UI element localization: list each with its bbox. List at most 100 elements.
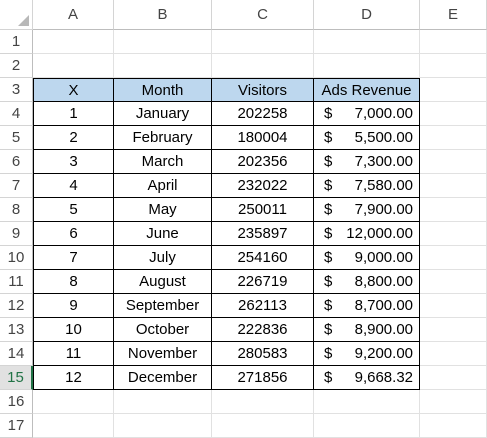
- column-header-c[interactable]: C: [212, 0, 314, 30]
- cell-b17[interactable]: [114, 414, 212, 438]
- row-header-13[interactable]: 13: [0, 318, 33, 342]
- cell-b13[interactable]: October: [114, 318, 212, 342]
- cell-d2[interactable]: [314, 54, 420, 78]
- cell-d5[interactable]: $5,500.00: [314, 126, 420, 150]
- column-header-b[interactable]: B: [114, 0, 212, 30]
- cell-b4[interactable]: January: [114, 102, 212, 126]
- cell-b5[interactable]: February: [114, 126, 212, 150]
- row-header-7[interactable]: 7: [0, 174, 33, 198]
- cell-b7[interactable]: April: [114, 174, 212, 198]
- cell-d6[interactable]: $7,300.00: [314, 150, 420, 174]
- cell-d15[interactable]: $9,668.32: [314, 366, 420, 390]
- cell-d9[interactable]: $12,000.00: [314, 222, 420, 246]
- cell-a2[interactable]: [33, 54, 114, 78]
- row-header-9[interactable]: 9: [0, 222, 33, 246]
- cell-e11[interactable]: [420, 270, 487, 294]
- cell-a4[interactable]: 1: [33, 102, 114, 126]
- cell-c16[interactable]: [212, 390, 314, 414]
- cell-c9[interactable]: 235897: [212, 222, 314, 246]
- cell-b6[interactable]: March: [114, 150, 212, 174]
- cell-e8[interactable]: [420, 198, 487, 222]
- cell-a12[interactable]: 9: [33, 294, 114, 318]
- row-header-10[interactable]: 10: [0, 246, 33, 270]
- cell-e16[interactable]: [420, 390, 487, 414]
- cell-e14[interactable]: [420, 342, 487, 366]
- row-header-2[interactable]: 2: [0, 54, 33, 78]
- cell-b9[interactable]: June: [114, 222, 212, 246]
- cell-c4[interactable]: 202258: [212, 102, 314, 126]
- cell-b11[interactable]: August: [114, 270, 212, 294]
- cell-a5[interactable]: 2: [33, 126, 114, 150]
- select-all-corner[interactable]: [0, 0, 33, 30]
- cell-d11[interactable]: $8,800.00: [314, 270, 420, 294]
- row-header-1[interactable]: 1: [0, 30, 33, 54]
- cell-a7[interactable]: 4: [33, 174, 114, 198]
- row-header-16[interactable]: 16: [0, 390, 33, 414]
- cell-c13[interactable]: 222836: [212, 318, 314, 342]
- cell-e9[interactable]: [420, 222, 487, 246]
- cell-d16[interactable]: [314, 390, 420, 414]
- cell-e7[interactable]: [420, 174, 487, 198]
- column-header-a[interactable]: A: [33, 0, 114, 30]
- row-header-15[interactable]: 15: [0, 366, 33, 390]
- cell-e10[interactable]: [420, 246, 487, 270]
- column-header-e[interactable]: E: [420, 0, 487, 30]
- cell-a14[interactable]: 11: [33, 342, 114, 366]
- table-header-visitors[interactable]: Visitors: [212, 78, 314, 102]
- cell-c8[interactable]: 250011: [212, 198, 314, 222]
- cell-e15[interactable]: [420, 366, 487, 390]
- row-header-14[interactable]: 14: [0, 342, 33, 366]
- cell-b8[interactable]: May: [114, 198, 212, 222]
- cell-a6[interactable]: 3: [33, 150, 114, 174]
- cell-a17[interactable]: [33, 414, 114, 438]
- cell-e2[interactable]: [420, 54, 487, 78]
- cell-e12[interactable]: [420, 294, 487, 318]
- cell-d7[interactable]: $7,580.00: [314, 174, 420, 198]
- table-header-month[interactable]: Month: [114, 78, 212, 102]
- row-header-6[interactable]: 6: [0, 150, 33, 174]
- cell-e1[interactable]: [420, 30, 487, 54]
- cell-d1[interactable]: [314, 30, 420, 54]
- row-header-3[interactable]: 3: [0, 78, 33, 102]
- cell-d14[interactable]: $9,200.00: [314, 342, 420, 366]
- cell-e3[interactable]: [420, 78, 487, 102]
- cell-e5[interactable]: [420, 126, 487, 150]
- row-header-8[interactable]: 8: [0, 198, 33, 222]
- cell-d13[interactable]: $8,900.00: [314, 318, 420, 342]
- cell-a1[interactable]: [33, 30, 114, 54]
- table-header-revenue[interactable]: Ads Revenue: [314, 78, 420, 102]
- row-header-4[interactable]: 4: [0, 102, 33, 126]
- cell-e13[interactable]: [420, 318, 487, 342]
- cell-c7[interactable]: 232022: [212, 174, 314, 198]
- cell-c10[interactable]: 254160: [212, 246, 314, 270]
- cell-d12[interactable]: $8,700.00: [314, 294, 420, 318]
- cell-c11[interactable]: 226719: [212, 270, 314, 294]
- cell-a8[interactable]: 5: [33, 198, 114, 222]
- cell-b16[interactable]: [114, 390, 212, 414]
- cell-a16[interactable]: [33, 390, 114, 414]
- row-header-17[interactable]: 17: [0, 414, 33, 438]
- cell-a9[interactable]: 6: [33, 222, 114, 246]
- cell-a11[interactable]: 8: [33, 270, 114, 294]
- cell-e17[interactable]: [420, 414, 487, 438]
- cell-c17[interactable]: [212, 414, 314, 438]
- cell-c6[interactable]: 202356: [212, 150, 314, 174]
- cell-a15[interactable]: 12: [33, 366, 114, 390]
- cell-d8[interactable]: $7,900.00: [314, 198, 420, 222]
- table-header-x[interactable]: X: [33, 78, 114, 102]
- cell-c1[interactable]: [212, 30, 314, 54]
- cell-c2[interactable]: [212, 54, 314, 78]
- row-header-12[interactable]: 12: [0, 294, 33, 318]
- cell-a13[interactable]: 10: [33, 318, 114, 342]
- column-header-d[interactable]: D: [314, 0, 420, 30]
- cell-a10[interactable]: 7: [33, 246, 114, 270]
- cell-b15[interactable]: December: [114, 366, 212, 390]
- cell-b2[interactable]: [114, 54, 212, 78]
- cell-e6[interactable]: [420, 150, 487, 174]
- cell-d17[interactable]: [314, 414, 420, 438]
- cell-b1[interactable]: [114, 30, 212, 54]
- cell-e4[interactable]: [420, 102, 487, 126]
- cell-b12[interactable]: September: [114, 294, 212, 318]
- row-header-11[interactable]: 11: [0, 270, 33, 294]
